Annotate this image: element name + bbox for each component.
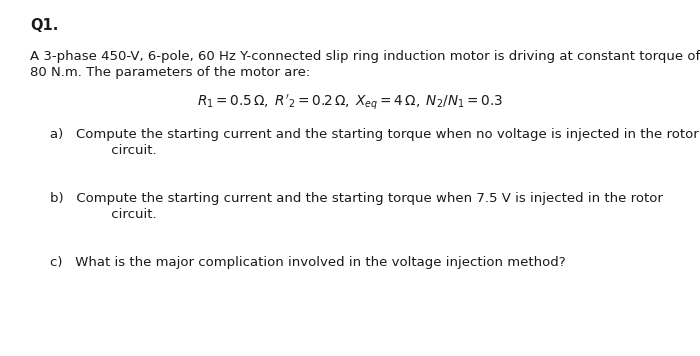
Text: a)   Compute the starting current and the starting torque when no voltage is inj: a) Compute the starting current and the … <box>50 128 699 141</box>
Text: b)   Compute the starting current and the starting torque when 7.5 V is injected: b) Compute the starting current and the … <box>50 192 663 205</box>
Text: c)   What is the major complication involved in the voltage injection method?: c) What is the major complication involv… <box>50 256 566 269</box>
Text: A 3-phase 450-V, 6-pole, 60 Hz Y-connected slip ring induction motor is driving : A 3-phase 450-V, 6-pole, 60 Hz Y-connect… <box>30 50 700 63</box>
Text: Q1.: Q1. <box>30 18 58 33</box>
Text: circuit.: circuit. <box>73 208 157 221</box>
Text: $R_1 = 0.5\,\Omega,\; R'_2 = 0.2\,\Omega,\; X_{eq} = 4\,\Omega,\; N_2/N_1 = 0.3$: $R_1 = 0.5\,\Omega,\; R'_2 = 0.2\,\Omega… <box>197 92 503 111</box>
Text: circuit.: circuit. <box>73 144 157 157</box>
Text: 80 N.m. The parameters of the motor are:: 80 N.m. The parameters of the motor are: <box>30 66 310 79</box>
